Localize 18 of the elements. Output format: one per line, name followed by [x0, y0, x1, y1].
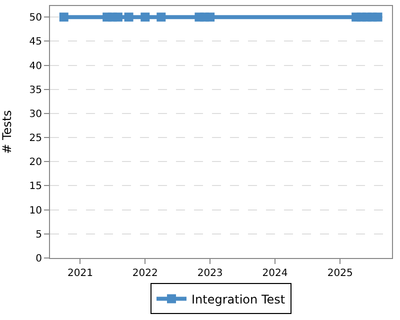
y-axis-title: # Tests [0, 110, 14, 154]
y-tick-label: 45 [29, 36, 42, 48]
y-tick-label: 20 [29, 157, 42, 168]
y-tick-label: 25 [29, 133, 42, 144]
x-tick-label: 2022 [132, 268, 158, 279]
x-tick-label: 2024 [262, 268, 288, 279]
y-tick-label: 15 [29, 181, 42, 192]
y-tick-label: 50 [29, 12, 42, 24]
y-tick-label: 35 [29, 84, 42, 96]
y-tick-label: 30 [29, 108, 42, 120]
y-tick-label: 40 [29, 60, 42, 72]
y-tick-label: 0 [36, 254, 42, 264]
x-tick-label: 2021 [68, 268, 93, 279]
y-tick-label: 10 [29, 205, 42, 216]
x-tick-label: 2025 [327, 268, 353, 279]
legend-label: Integration Test [192, 292, 286, 306]
x-tick-label: 2023 [197, 268, 223, 279]
y-tick-label: 5 [36, 229, 42, 240]
